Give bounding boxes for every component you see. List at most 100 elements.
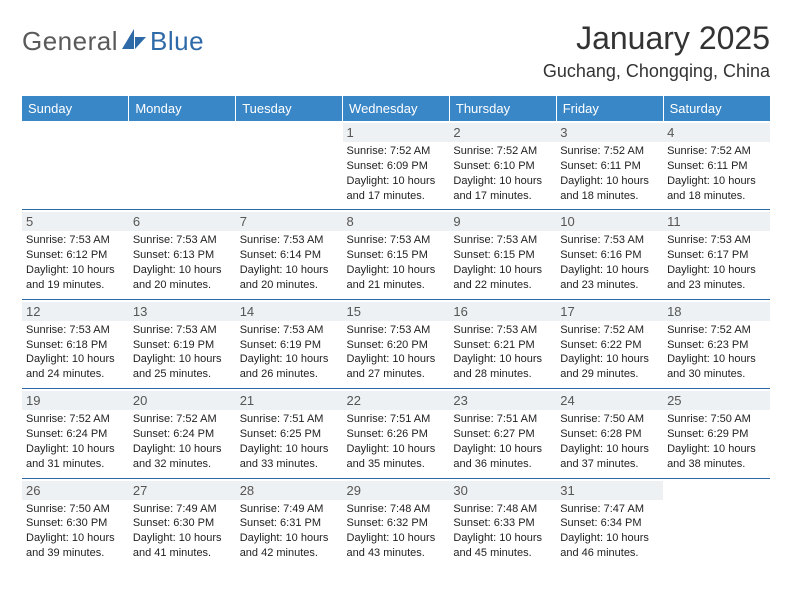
day-number: 7 [236,212,343,231]
logo: General Blue [22,20,204,57]
calendar-day-cell: 30 Sunrise: 7:48 AMSunset: 6:33 PMDayligh… [449,478,556,567]
day-number: 14 [236,302,343,321]
weekday-header-row: SundayMondayTuesdayWednesdayThursdayFrid… [22,96,770,121]
day-info: Sunrise: 7:53 AMSunset: 6:19 PMDaylight:… [133,323,232,382]
day-number: 17 [556,302,663,321]
calendar-day-cell: 21 Sunrise: 7:51 AMSunset: 6:25 PMDayligh… [236,389,343,478]
calendar-day-cell: 14 Sunrise: 7:53 AMSunset: 6:19 PMDayligh… [236,299,343,388]
calendar-day-cell: 18 Sunrise: 7:52 AMSunset: 6:23 PMDayligh… [663,299,770,388]
calendar-day-cell: 8 Sunrise: 7:53 AMSunset: 6:15 PMDaylight… [343,210,450,299]
calendar-day-cell: 1 Sunrise: 7:52 AMSunset: 6:09 PMDaylight… [343,121,450,210]
calendar-week-row: 1 Sunrise: 7:52 AMSunset: 6:09 PMDaylight… [22,121,770,210]
calendar-week-row: 12Sunrise: 7:53 AMSunset: 6:18 PMDayligh… [22,299,770,388]
calendar-day-cell: 2Sunrise: 7:52 AMSunset: 6:10 PMDaylight… [449,121,556,210]
day-info: Sunrise: 7:49 AMSunset: 6:31 PMDaylight:… [240,502,339,561]
day-info: Sunrise: 7:51 AMSunset: 6:27 PMDaylight:… [453,412,552,471]
day-number: 11 [663,212,770,231]
day-number: 28 [236,481,343,500]
day-info: Sunrise: 7:53 AMSunset: 6:17 PMDaylight:… [667,233,766,292]
calendar-day-cell: 17 Sunrise: 7:52 AMSunset: 6:22 PMDayligh… [556,299,663,388]
calendar-week-row: 19Sunrise: 7:52 AMSunset: 6:24 PMDayligh… [22,389,770,478]
day-info: Sunrise: 7:50 AMSunset: 6:28 PMDaylight:… [560,412,659,471]
calendar-day-cell [22,121,129,210]
logo-sail-icon [120,27,148,56]
day-info: Sunrise: 7:51 AMSunset: 6:25 PMDaylight:… [240,412,339,471]
calendar-day-cell: 13 Sunrise: 7:53 AMSunset: 6:19 PMDayligh… [129,299,236,388]
day-number: 4 [663,123,770,142]
day-number: 8 [343,212,450,231]
day-info: Sunrise: 7:51 AMSunset: 6:26 PMDaylight:… [347,412,446,471]
day-number: 22 [343,391,450,410]
calendar-day-cell [663,478,770,567]
day-number: 18 [663,302,770,321]
weekday-header: Saturday [663,96,770,121]
day-info: Sunrise: 7:52 AMSunset: 6:11 PMDaylight:… [667,144,766,203]
calendar-week-row: 5Sunrise: 7:53 AMSunset: 6:12 PMDaylight… [22,210,770,299]
day-info: Sunrise: 7:47 AMSunset: 6:34 PMDaylight:… [560,502,659,561]
calendar-day-cell: 11 Sunrise: 7:53 AMSunset: 6:17 PMDayligh… [663,210,770,299]
calendar-day-cell: 6Sunrise: 7:53 AMSunset: 6:13 PMDaylight… [129,210,236,299]
weekday-header: Monday [129,96,236,121]
day-number: 13 [129,302,236,321]
calendar-day-cell [236,121,343,210]
day-info: Sunrise: 7:53 AMSunset: 6:16 PMDaylight:… [560,233,659,292]
calendar-day-cell: 26 Sunrise: 7:50 AMSunset: 6:30 PMDayligh… [22,478,129,567]
day-number: 2 [449,123,556,142]
day-number: 19 [22,391,129,410]
day-number: 15 [343,302,450,321]
day-info: Sunrise: 7:53 AMSunset: 6:15 PMDaylight:… [453,233,552,292]
weekday-header: Wednesday [343,96,450,121]
day-number: 5 [22,212,129,231]
calendar-day-cell [129,121,236,210]
title-block: January 2025 Guchang, Chongqing, China [543,20,770,82]
calendar-day-cell: 27 Sunrise: 7:49 AMSunset: 6:30 PMDayligh… [129,478,236,567]
day-number: 25 [663,391,770,410]
day-number: 26 [22,481,129,500]
calendar-page: General Blue January 2025 Guchang, Chong… [0,0,792,612]
day-number: 10 [556,212,663,231]
calendar-day-cell: 16Sunrise: 7:53 AMSunset: 6:21 PMDayligh… [449,299,556,388]
location: Guchang, Chongqing, China [543,61,770,82]
day-number: 30 [449,481,556,500]
calendar-table: SundayMondayTuesdayWednesdayThursdayFrid… [22,96,770,567]
day-info: Sunrise: 7:52 AMSunset: 6:24 PMDaylight:… [26,412,125,471]
calendar-day-cell: 3Sunrise: 7:52 AMSunset: 6:11 PMDaylight… [556,121,663,210]
day-info: Sunrise: 7:53 AMSunset: 6:15 PMDaylight:… [347,233,446,292]
weekday-header: Tuesday [236,96,343,121]
day-info: Sunrise: 7:53 AMSunset: 6:14 PMDaylight:… [240,233,339,292]
calendar-day-cell: 20 Sunrise: 7:52 AMSunset: 6:24 PMDayligh… [129,389,236,478]
calendar-day-cell: 10 Sunrise: 7:53 AMSunset: 6:16 PMDayligh… [556,210,663,299]
day-info: Sunrise: 7:49 AMSunset: 6:30 PMDaylight:… [133,502,232,561]
day-number: 31 [556,481,663,500]
day-number: 1 [343,123,450,142]
day-number: 20 [129,391,236,410]
day-info: Sunrise: 7:52 AMSunset: 6:23 PMDaylight:… [667,323,766,382]
day-info: Sunrise: 7:50 AMSunset: 6:30 PMDaylight:… [26,502,125,561]
month-title: January 2025 [543,20,770,57]
calendar-day-cell: 22 Sunrise: 7:51 AMSunset: 6:26 PMDayligh… [343,389,450,478]
weekday-header: Thursday [449,96,556,121]
header: General Blue January 2025 Guchang, Chong… [22,20,770,82]
day-info: Sunrise: 7:53 AMSunset: 6:19 PMDaylight:… [240,323,339,382]
calendar-day-cell: 19 Sunrise: 7:52 AMSunset: 6:24 PMDayligh… [22,389,129,478]
calendar-day-cell: 28 Sunrise: 7:49 AMSunset: 6:31 PMDayligh… [236,478,343,567]
day-info: Sunrise: 7:50 AMSunset: 6:29 PMDaylight:… [667,412,766,471]
day-info: Sunrise: 7:48 AMSunset: 6:32 PMDaylight:… [347,502,446,561]
day-number: 24 [556,391,663,410]
day-info: Sunrise: 7:52 AMSunset: 6:24 PMDaylight:… [133,412,232,471]
calendar-day-cell: 7 Sunrise: 7:53 AMSunset: 6:14 PMDaylight… [236,210,343,299]
day-info: Sunrise: 7:52 AMSunset: 6:11 PMDaylight:… [560,144,659,203]
day-number: 21 [236,391,343,410]
day-number: 29 [343,481,450,500]
day-info: Sunrise: 7:48 AMSunset: 6:33 PMDaylight:… [453,502,552,561]
weekday-header: Friday [556,96,663,121]
logo-text-blue: Blue [150,26,204,57]
day-number: 23 [449,391,556,410]
calendar-day-cell: 9Sunrise: 7:53 AMSunset: 6:15 PMDaylight… [449,210,556,299]
day-info: Sunrise: 7:52 AMSunset: 6:09 PMDaylight:… [347,144,446,203]
day-number: 27 [129,481,236,500]
calendar-day-cell: 24 Sunrise: 7:50 AMSunset: 6:28 PMDayligh… [556,389,663,478]
calendar-day-cell: 15Sunrise: 7:53 AMSunset: 6:20 PMDayligh… [343,299,450,388]
day-info: Sunrise: 7:52 AMSunset: 6:22 PMDaylight:… [560,323,659,382]
calendar-day-cell: 25 Sunrise: 7:50 AMSunset: 6:29 PMDayligh… [663,389,770,478]
